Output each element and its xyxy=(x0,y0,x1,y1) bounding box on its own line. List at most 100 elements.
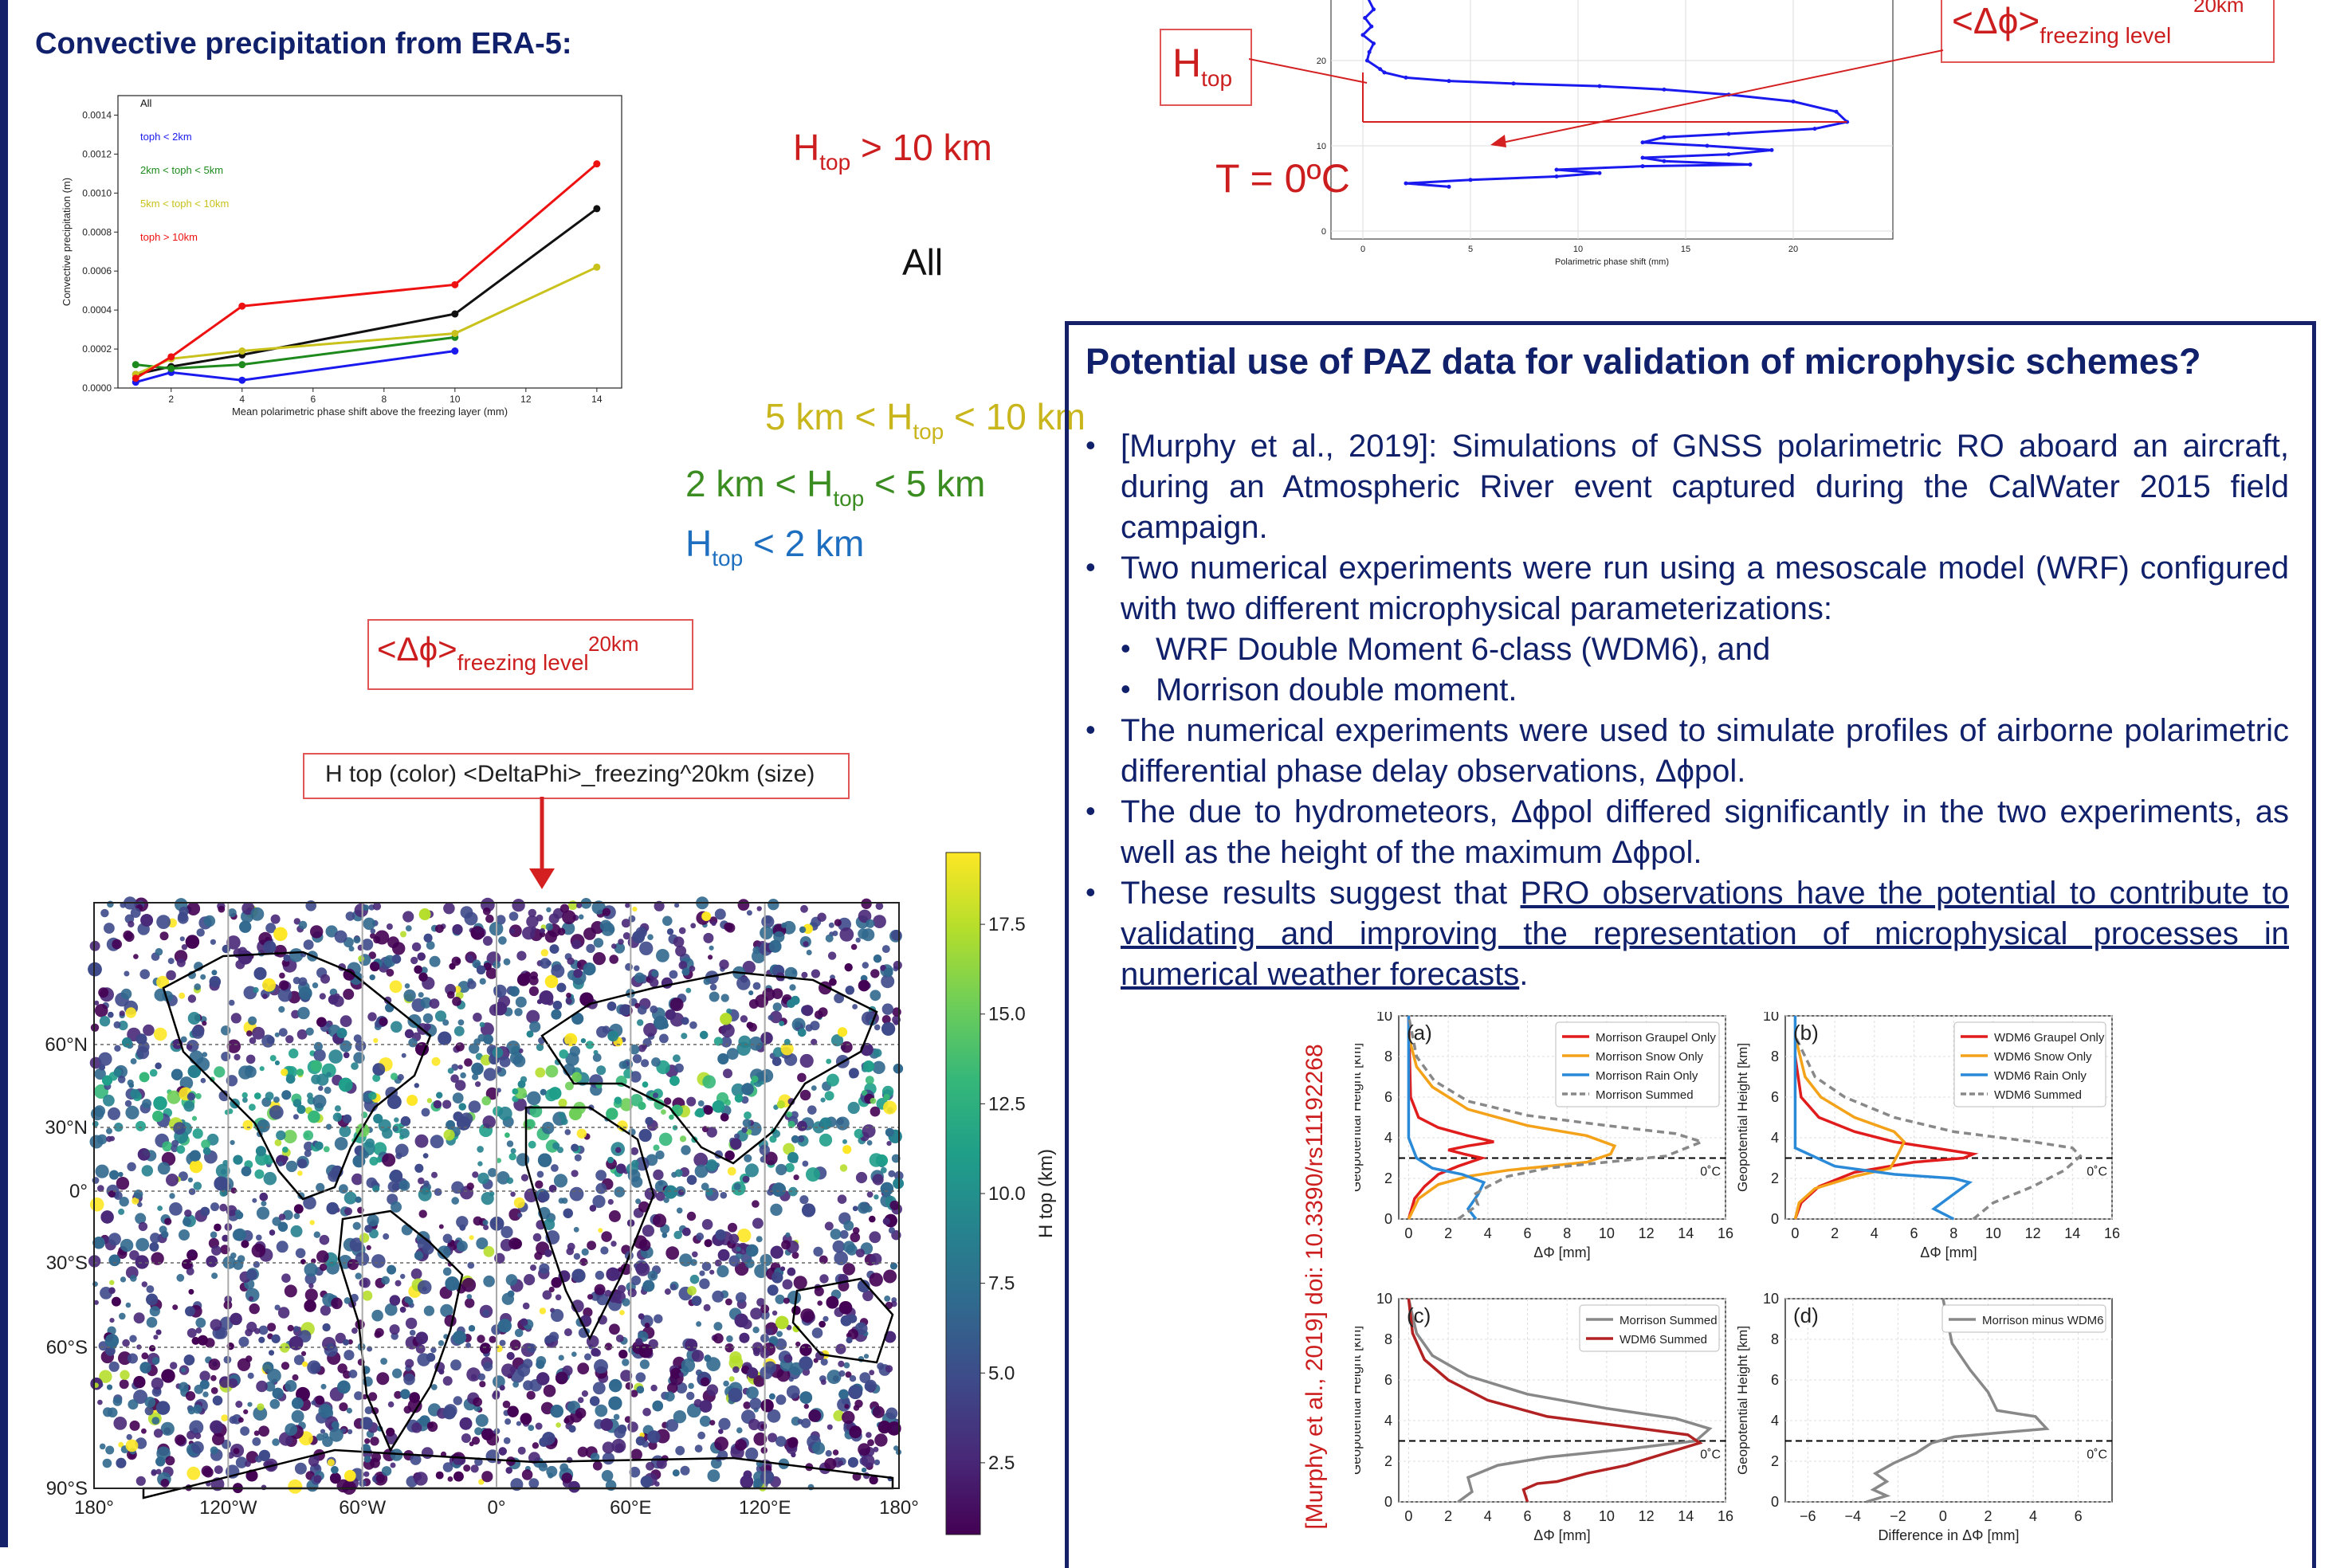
map-point xyxy=(717,1053,729,1064)
map-point xyxy=(144,1406,154,1416)
map-point xyxy=(880,1166,887,1174)
map-point xyxy=(866,1191,874,1198)
map-point xyxy=(829,978,837,986)
map-point xyxy=(272,1438,280,1446)
map-point xyxy=(418,1177,425,1185)
map-point xyxy=(298,920,308,930)
map-point xyxy=(838,1360,845,1367)
map-point xyxy=(195,1093,202,1100)
map-point xyxy=(594,1284,606,1296)
map-point xyxy=(230,1187,238,1194)
murphy-x-tick: 14 xyxy=(2064,1225,2080,1241)
map-point xyxy=(736,1246,741,1252)
map-point xyxy=(387,1264,396,1275)
map-point xyxy=(161,1230,169,1238)
map-point xyxy=(187,1177,193,1183)
map-point xyxy=(485,1087,499,1100)
map-point xyxy=(828,922,834,928)
map-point xyxy=(838,1370,846,1377)
map-point xyxy=(369,974,375,981)
map-point xyxy=(418,908,431,920)
map-point xyxy=(618,939,624,945)
plot-frame xyxy=(117,95,622,389)
map-point xyxy=(195,1327,202,1334)
map-point xyxy=(746,1021,754,1029)
map-point xyxy=(606,1107,618,1120)
map-point xyxy=(465,1298,475,1308)
map-point xyxy=(760,1399,774,1413)
map-point xyxy=(617,1284,626,1293)
map-point xyxy=(257,1403,265,1411)
map-point xyxy=(521,1469,533,1480)
map-point xyxy=(414,1163,424,1173)
map-point xyxy=(811,1327,823,1339)
map-point xyxy=(566,992,571,998)
map-point xyxy=(598,1228,603,1233)
map-point xyxy=(296,1068,304,1076)
map-point xyxy=(630,1147,639,1155)
map-point xyxy=(609,955,618,964)
map-point xyxy=(433,1100,442,1109)
map-point xyxy=(347,1259,359,1271)
map-point xyxy=(188,1288,194,1295)
map-point xyxy=(235,1211,244,1220)
map-point xyxy=(407,1398,422,1413)
map-point xyxy=(414,965,422,974)
map-point xyxy=(819,1133,833,1147)
map-point xyxy=(453,1025,465,1037)
map-point xyxy=(403,989,416,1002)
map-point xyxy=(823,1315,829,1322)
series-line xyxy=(135,265,598,376)
map-point xyxy=(824,1457,837,1471)
map-point xyxy=(667,1382,678,1394)
map-point xyxy=(577,1397,584,1403)
map-point xyxy=(799,1053,814,1068)
map-point xyxy=(834,993,844,1004)
map-point xyxy=(300,1259,306,1264)
map-point xyxy=(373,1114,383,1123)
map-point xyxy=(118,1171,124,1178)
dphi-arrow xyxy=(1490,49,1944,147)
map-point xyxy=(99,1370,112,1383)
map-point xyxy=(411,942,422,952)
map-point xyxy=(387,1095,402,1109)
map-point xyxy=(318,1403,333,1418)
map-point xyxy=(666,928,674,935)
map-point xyxy=(875,902,884,910)
map-point xyxy=(429,955,441,967)
map-point xyxy=(320,974,330,984)
map-point xyxy=(791,1306,801,1315)
map-point xyxy=(138,1221,148,1232)
map-point xyxy=(607,1198,614,1205)
map-point xyxy=(324,1086,332,1094)
map-point xyxy=(692,1251,698,1258)
map-point xyxy=(770,1203,783,1216)
map-point xyxy=(452,997,461,1006)
map-point xyxy=(693,1152,709,1167)
map-point xyxy=(753,1432,768,1446)
map-point xyxy=(438,1224,444,1229)
map-point xyxy=(640,1476,653,1488)
map-point xyxy=(701,1182,709,1191)
map-point xyxy=(811,1441,826,1455)
map-point xyxy=(811,1085,817,1091)
map-point xyxy=(729,1351,742,1364)
map-point xyxy=(198,1335,208,1346)
map-point xyxy=(528,986,540,997)
map-point xyxy=(635,1372,646,1382)
map-point xyxy=(316,1017,327,1028)
map-point xyxy=(320,1383,327,1390)
map-point xyxy=(742,1175,750,1183)
map-point xyxy=(272,1217,281,1226)
map-point xyxy=(652,1213,667,1228)
map-point xyxy=(674,1063,684,1073)
map-point xyxy=(882,1217,890,1225)
map-point xyxy=(191,1115,198,1121)
profile-point xyxy=(1404,181,1408,186)
lon-label: 0° xyxy=(488,1497,506,1519)
map-point xyxy=(186,1328,197,1338)
map-point xyxy=(659,1033,669,1044)
y-tick-label: 0.0000 xyxy=(82,382,112,394)
map-point xyxy=(434,1010,447,1022)
map-point xyxy=(426,941,435,950)
